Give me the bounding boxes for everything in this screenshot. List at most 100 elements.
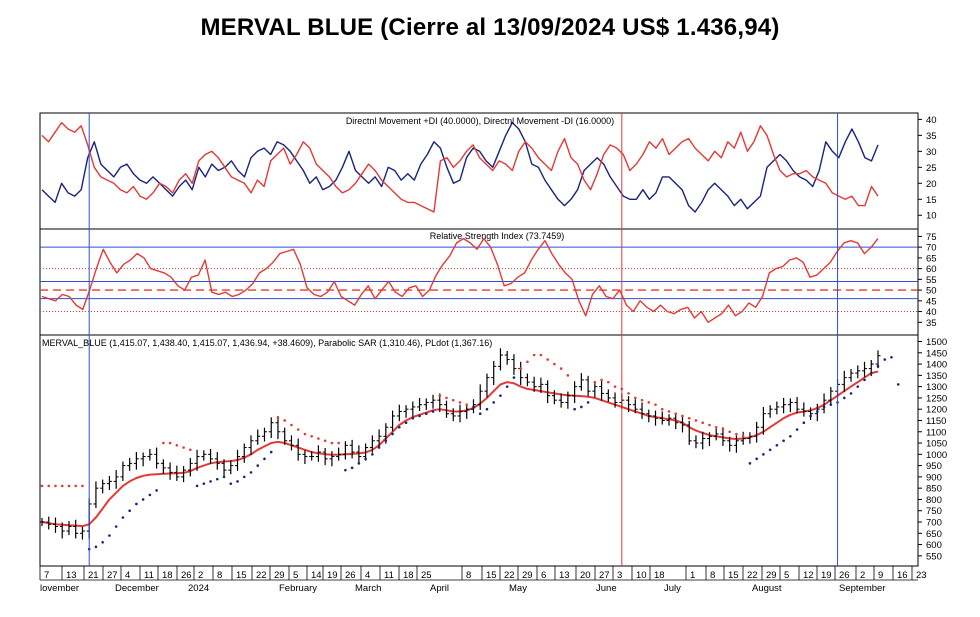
y-tick-label: 1150 [926, 416, 946, 427]
sar-dot [883, 358, 887, 361]
sar-dot [863, 378, 866, 382]
sar-dot [74, 484, 78, 488]
y-tick-label: 950 [926, 461, 942, 472]
sar-dot [708, 423, 711, 427]
x-day-label: 16 [897, 570, 908, 581]
y-tick-label: 70 [926, 243, 937, 254]
x-day-label: 13 [559, 570, 570, 581]
sar-dot [242, 475, 246, 479]
sar-dot [566, 374, 570, 377]
sar-dot [627, 392, 630, 395]
sar-dot [869, 371, 873, 375]
sar-dot [768, 448, 772, 452]
y-tick-label: 30 [926, 147, 937, 158]
x-day-label: 2 [198, 570, 203, 581]
sar-dot [492, 401, 496, 404]
y-tick-label: 1050 [926, 439, 947, 450]
x-day-label: 9 [878, 570, 883, 581]
sar-dot [54, 484, 57, 488]
sar-dot [114, 525, 118, 528]
x-day-label: 4 [365, 570, 370, 581]
series-di-minus [41, 121, 879, 213]
sar-dot [67, 484, 71, 488]
y-tick-label: 10 [926, 211, 937, 222]
x-day-label: 27 [599, 570, 610, 581]
y-tick-label: 900 [926, 472, 942, 483]
sar-dot [141, 498, 145, 501]
x-day-label: 11 [144, 570, 154, 581]
sar-dot [721, 428, 725, 431]
y-tick-label: 50 [926, 286, 937, 297]
sar-dot [364, 457, 367, 461]
sar-dot [802, 421, 806, 425]
sar-dot [478, 412, 482, 416]
sar-dot [472, 405, 475, 409]
y-tick-label: 40 [926, 115, 937, 126]
x-month-label: August [752, 583, 782, 594]
panel-title-rsi: Relative Strength Index (73.7459) [430, 231, 565, 241]
sar-dot [128, 509, 131, 513]
sar-dot [330, 441, 334, 445]
sar-dot [789, 434, 792, 438]
sar-dot [654, 403, 657, 406]
sar-dot [121, 516, 125, 519]
sar-dot [155, 489, 158, 492]
sar-dot [431, 410, 435, 413]
sar-dot [890, 356, 893, 359]
x-month-label: December [115, 583, 159, 594]
x-day-label: 5 [784, 570, 789, 581]
sar-dot [896, 383, 900, 386]
y-tick-label: 1300 [926, 382, 947, 393]
sar-dot [687, 416, 691, 420]
x-day-label: 21 [88, 570, 99, 581]
sar-dot [168, 441, 172, 445]
sar-dot [519, 367, 522, 370]
sar-dot [553, 362, 556, 366]
y-tick-label: 650 [926, 529, 942, 540]
sar-dot [640, 398, 644, 402]
x-month-label: May [509, 583, 527, 594]
sar-dot [290, 423, 293, 427]
x-day-label: 13 [66, 570, 77, 581]
sar-dot [600, 378, 603, 382]
y-tick-label: 15 [926, 195, 937, 206]
sar-dot [94, 545, 98, 549]
sar-dot [40, 484, 44, 488]
sar-dot [795, 428, 799, 431]
sar-dot [276, 416, 280, 420]
sar-dot [667, 410, 671, 413]
sar-dot [283, 419, 287, 422]
x-month-label: April [430, 583, 449, 594]
x-month-label: September [839, 583, 885, 594]
x-axis: 7 13 21 27 4 11 18 26 2 8 15 22 29 5 14 19 26 4 11 18 25 8 15 2… [39, 566, 927, 594]
sar-dot [411, 416, 415, 420]
sar-dot [613, 385, 617, 388]
x-day-label: 1 [690, 570, 695, 581]
sar-dot [209, 480, 212, 483]
sar-dot [296, 428, 300, 431]
sar-dot [532, 353, 536, 357]
sar-dot [337, 441, 340, 445]
sar-dot [438, 394, 442, 397]
x-day-label: 11 [384, 570, 394, 581]
sar-dot [762, 453, 765, 456]
sar-dot [856, 385, 860, 388]
sar-dot [384, 439, 388, 443]
x-day-label: 18 [403, 570, 414, 581]
sar-dot [499, 394, 502, 397]
sar-dot [222, 475, 226, 479]
sar-dot [782, 439, 785, 443]
x-month-label: 2024 [188, 583, 209, 594]
x-day-label: 29 [274, 570, 285, 581]
sar-dot [573, 407, 576, 411]
sar-dot [526, 360, 529, 364]
sar-dot [546, 358, 549, 361]
x-day-label: 14 [311, 570, 322, 581]
sar-dot [249, 471, 253, 474]
sar-dot [350, 466, 354, 470]
y-tick-label: 1500 [926, 337, 947, 348]
x-month-label: lovember [40, 583, 79, 594]
sar-dot [263, 457, 266, 461]
